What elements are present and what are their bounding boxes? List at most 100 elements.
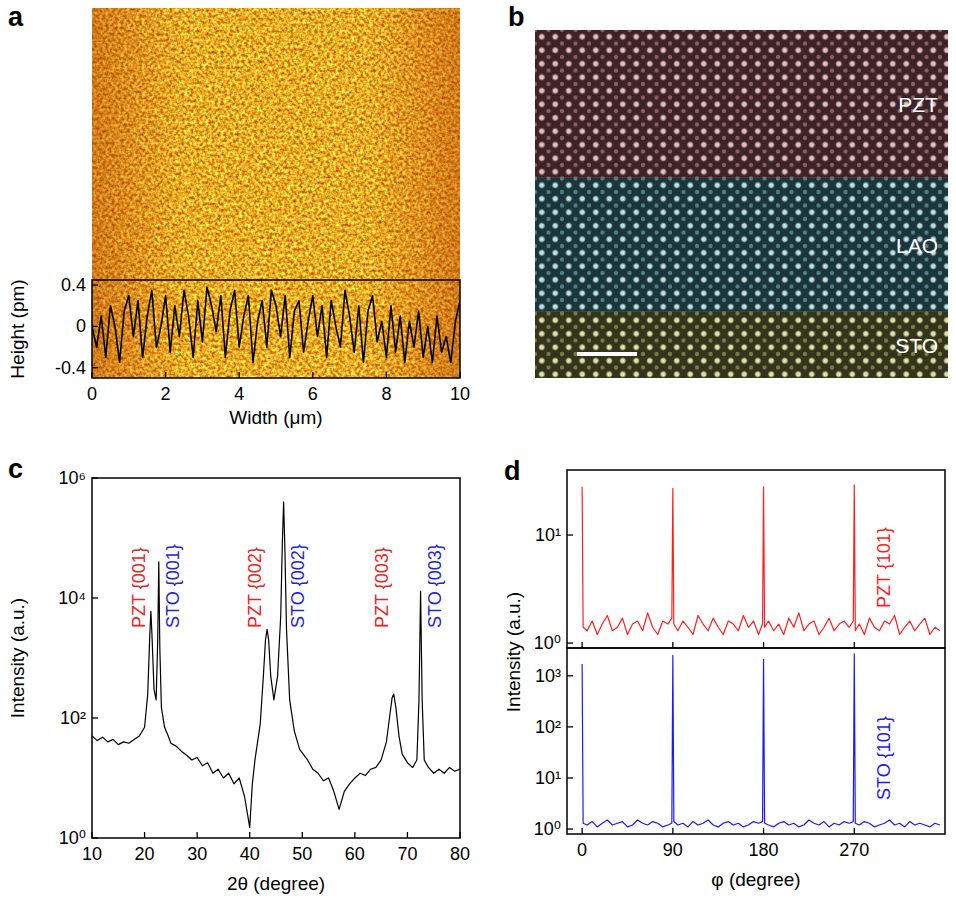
x-axis-title: 2θ (degree) — [227, 873, 325, 894]
data-layer — [92, 502, 460, 828]
x-tick-label: 0 — [577, 840, 587, 860]
y-tick-label: 10² — [60, 708, 86, 728]
x-tick — [459, 372, 460, 378]
y-axis-title: Intensity (a.u.) — [7, 598, 28, 718]
data-layer — [92, 287, 460, 362]
stem-image: PZT LAO STO b — [508, 2, 948, 378]
x-tick-label: 4 — [234, 384, 244, 404]
x-tick-label: 20 — [135, 844, 155, 864]
x-tick — [763, 828, 764, 834]
x-tick — [165, 372, 166, 378]
plot-3: 10⁰10¹Intensity (a.u.)dPZT {101} — [503, 456, 945, 712]
afm-image — [92, 8, 460, 378]
x-tick — [459, 832, 460, 838]
y-tick-label: 10⁴ — [58, 588, 86, 608]
scale-bar — [577, 352, 637, 356]
plot-frame — [567, 648, 945, 834]
plot-frame — [92, 478, 460, 838]
data-layer — [582, 485, 940, 634]
y-tick — [567, 726, 573, 727]
peak-label: PZT {001} — [129, 547, 149, 628]
data-line — [582, 654, 940, 827]
layer-label: LAO — [896, 234, 938, 257]
series-label: STO {101} — [874, 716, 894, 800]
peak-label: STO {002} — [288, 544, 308, 628]
y-tick-label: 10⁶ — [59, 468, 86, 488]
x-tick — [763, 642, 764, 648]
data-layer — [582, 654, 940, 827]
layer-label: STO — [895, 334, 938, 357]
x-tick-label: 30 — [187, 844, 207, 864]
afm-shading — [92, 8, 460, 378]
y-tick — [567, 828, 573, 829]
data-line — [92, 287, 460, 362]
x-tick-label: 50 — [292, 844, 312, 864]
x-tick — [407, 832, 408, 838]
y-tick-label: -0.4 — [55, 358, 86, 378]
x-tick — [672, 828, 673, 834]
x-tick — [144, 832, 145, 838]
x-tick-label: 10 — [450, 384, 470, 404]
y-tick-label: 10⁰ — [534, 819, 561, 839]
x-tick-label: 40 — [240, 844, 260, 864]
x-tick-label: 180 — [749, 840, 779, 860]
stem-layers — [535, 30, 948, 378]
y-tick — [567, 642, 573, 643]
y-tick-label: 10³ — [535, 666, 561, 686]
x-tick — [239, 372, 240, 378]
y-tick — [92, 717, 98, 718]
y-tick — [92, 367, 98, 368]
plot-frame — [567, 470, 945, 648]
x-tick-label: 60 — [345, 844, 365, 864]
figure: 0246810-0.400.4Width (μm)Height (pm)aPZT… — [0, 0, 956, 900]
y-tick-label: 10² — [535, 717, 561, 737]
y-axis-title: Height (pm) — [7, 279, 28, 378]
plot-frame — [92, 280, 460, 378]
x-tick — [386, 372, 387, 378]
y-tick-label: 10⁰ — [534, 633, 561, 653]
x-tick-label: 270 — [839, 840, 869, 860]
plot-0: 0246810-0.400.4Width (μm)Height (pm)a — [7, 2, 470, 428]
data-line — [582, 485, 940, 634]
y-tick — [92, 326, 98, 327]
panel-letter: b — [508, 2, 525, 32]
y-tick — [92, 837, 98, 838]
x-tick — [91, 372, 92, 378]
y-tick — [92, 477, 98, 478]
peak-label: STO {001} — [163, 544, 183, 628]
y-axis-title: Intensity (a.u.) — [503, 592, 524, 712]
layer — [535, 312, 948, 378]
x-tick-label: 2 — [161, 384, 171, 404]
y-tick-label: 0.4 — [61, 275, 86, 295]
x-tick — [312, 372, 313, 378]
x-tick — [196, 832, 197, 838]
x-tick — [354, 832, 355, 838]
layer-label: PZT — [898, 93, 938, 116]
peak-label: PZT {003} — [372, 547, 392, 628]
y-tick-label: 10⁰ — [59, 828, 86, 848]
data-line — [92, 502, 460, 828]
x-axis-title: φ (degree) — [711, 869, 800, 890]
x-tick-label: 90 — [663, 840, 683, 860]
panel-letter: c — [8, 454, 23, 484]
y-tick — [567, 534, 573, 535]
x-tick — [581, 642, 582, 648]
panel-letter: a — [8, 2, 24, 32]
plot-2: 102030405060708010⁰10²10⁴10⁶2θ (degree)I… — [7, 454, 470, 894]
x-tick — [91, 832, 92, 838]
y-tick — [92, 597, 98, 598]
x-tick-label: 80 — [450, 844, 470, 864]
x-tick — [302, 832, 303, 838]
y-tick — [92, 285, 98, 286]
plot-4: 09018027010⁰10¹10²10³φ (degree)STO {101} — [534, 648, 945, 890]
layer — [535, 30, 948, 178]
series-label: PZT {101} — [874, 527, 894, 608]
x-tick-label: 6 — [308, 384, 318, 404]
x-tick — [581, 828, 582, 834]
panel-letter: d — [504, 456, 521, 486]
x-axis-title: Width (μm) — [229, 407, 322, 428]
x-tick-label: 8 — [381, 384, 391, 404]
peak-label: STO {003} — [425, 544, 445, 628]
y-tick — [567, 675, 573, 676]
y-tick — [567, 777, 573, 778]
